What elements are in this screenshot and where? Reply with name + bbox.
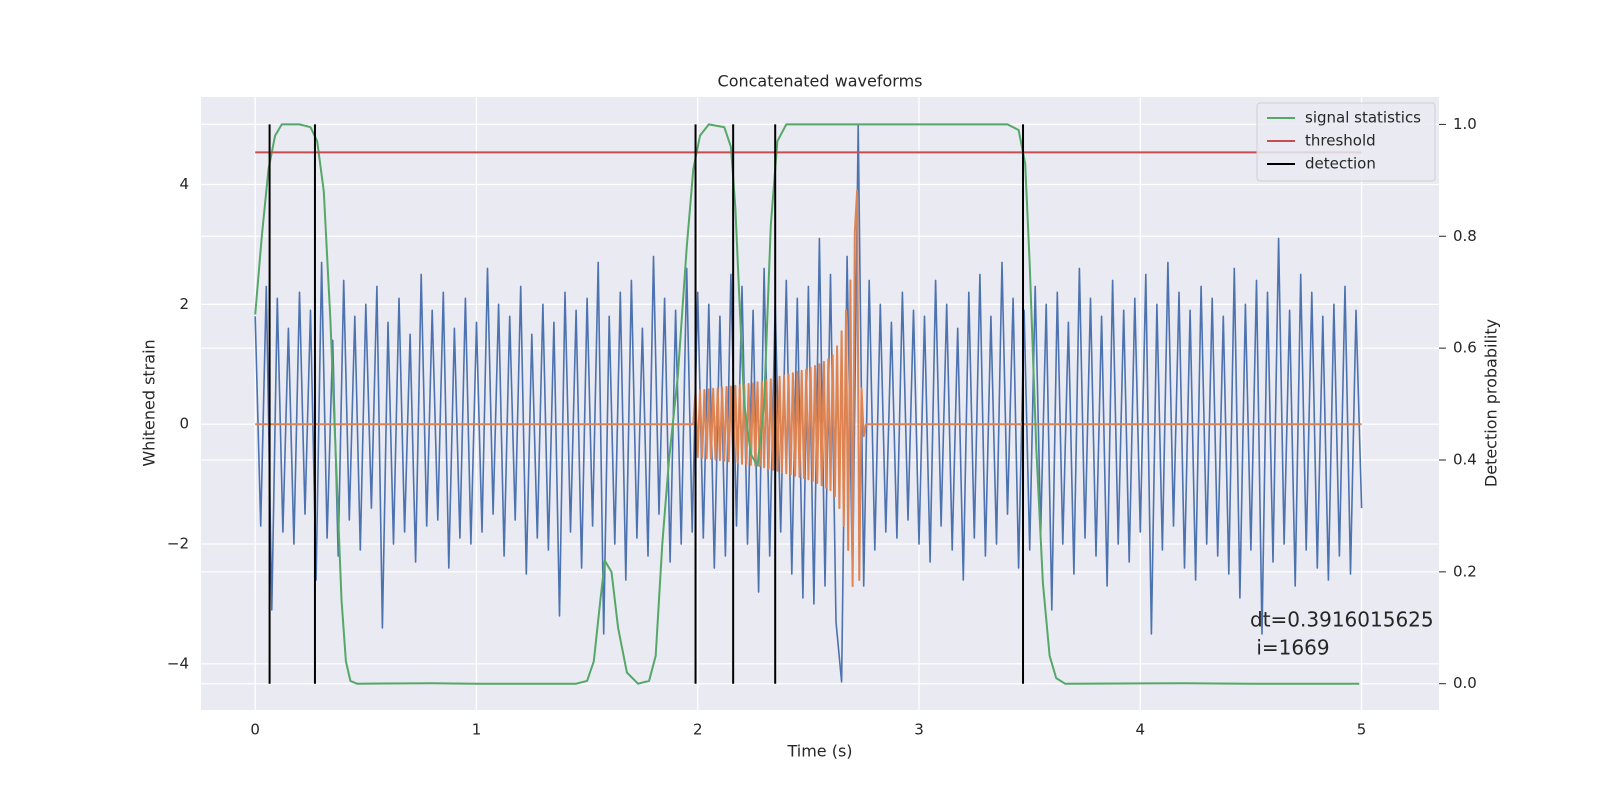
y-tick-label: −2 bbox=[167, 535, 189, 553]
x-tick-label: 5 bbox=[1357, 721, 1367, 739]
x-tick-label: 0 bbox=[250, 721, 260, 739]
x-tick-label: 1 bbox=[472, 721, 482, 739]
y2-tick-label: 0.0 bbox=[1453, 674, 1477, 692]
legend-label: detection bbox=[1305, 155, 1376, 173]
y2-tick-label: 1.0 bbox=[1453, 115, 1477, 133]
x-axis-label: Time (s) bbox=[786, 742, 852, 761]
series-line bbox=[254, 123, 1360, 685]
annotation: i=1669 bbox=[1250, 636, 1330, 660]
chart-title: Concatenated waveforms bbox=[718, 72, 923, 91]
legend-label: threshold bbox=[1305, 132, 1376, 150]
annotation: dt=0.3916015625 bbox=[1250, 608, 1434, 632]
y2-axis-label: Detection probability bbox=[1482, 319, 1501, 487]
legend-box bbox=[1256, 102, 1436, 182]
marks bbox=[254, 123, 1363, 685]
y2-tick-label: 0.8 bbox=[1453, 227, 1477, 245]
y-tick-label: 0 bbox=[179, 415, 189, 433]
x-tick-label: 4 bbox=[1136, 721, 1146, 739]
y-axis-label: Whitened strain bbox=[140, 339, 159, 466]
y2-tick-label: 0.2 bbox=[1453, 562, 1477, 580]
x-tick-label: 2 bbox=[693, 721, 703, 739]
y2-tick-label: 0.4 bbox=[1453, 450, 1477, 468]
legend-label: signal statistics bbox=[1305, 109, 1421, 127]
x-tick-label: 3 bbox=[914, 721, 924, 739]
y2-tick-label: 0.6 bbox=[1453, 339, 1477, 357]
y-tick-label: 2 bbox=[179, 295, 189, 313]
y-tick-label: −4 bbox=[167, 654, 189, 672]
y-tick-label: 4 bbox=[179, 175, 189, 193]
series-line bbox=[255, 189, 1362, 587]
labels: 0 1 2 3 4 5 −4 −2 0 2 4 0.0 0.2 0.4 0.6 0.8 1.0 signal st… bbox=[167, 102, 1477, 739]
series-line bbox=[254, 123, 1363, 683]
